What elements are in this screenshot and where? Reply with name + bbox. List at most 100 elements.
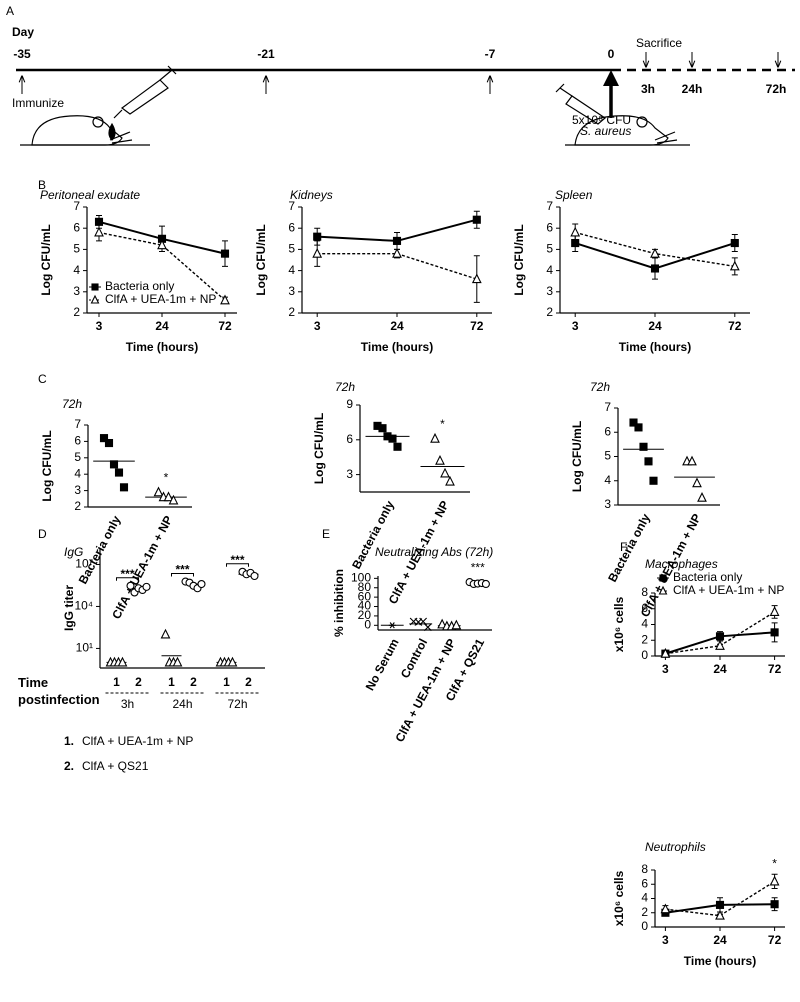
panel-label: E bbox=[322, 527, 330, 541]
marker bbox=[392, 247, 402, 258]
x-tick-label: 1 bbox=[113, 675, 120, 689]
y-tick-label: 8 bbox=[641, 585, 648, 599]
y-tick-label: 6 bbox=[641, 601, 648, 615]
marker bbox=[644, 457, 653, 466]
marker bbox=[472, 215, 481, 224]
day: -7 bbox=[485, 47, 496, 61]
y-tick-label: 6 bbox=[74, 434, 81, 448]
marker bbox=[313, 232, 322, 241]
marker bbox=[435, 454, 445, 465]
chart-title: Macrophages bbox=[645, 557, 718, 571]
x-axis-title: Time (hours) bbox=[619, 340, 691, 354]
marker bbox=[430, 432, 440, 443]
y-tick-label: 4 bbox=[641, 891, 648, 905]
marker bbox=[197, 579, 206, 589]
significance: * bbox=[440, 417, 445, 431]
y-tick-label: 60 bbox=[358, 589, 372, 603]
x-tick-label: 2 bbox=[190, 675, 197, 689]
y-tick-label: 6 bbox=[546, 220, 553, 234]
timeline: Day -35 -21 -7 0 Immunize Sacrifice 3h 2… bbox=[12, 25, 795, 146]
y-tick-label: 20 bbox=[358, 608, 372, 622]
x-axis-title: Time postinfection bbox=[18, 675, 100, 707]
y-axis-title: Log CFU/mL bbox=[40, 430, 54, 501]
y-tick-label: 6 bbox=[604, 424, 611, 438]
marker bbox=[692, 477, 702, 488]
marker bbox=[117, 656, 128, 667]
x-tick-label: ClfA + UEA-1m + NP bbox=[109, 513, 175, 621]
y-tick-label: 4 bbox=[546, 263, 553, 277]
marker bbox=[142, 582, 151, 591]
footnote-text: ClfA + UEA-1m + NP bbox=[82, 734, 193, 748]
y-tick-label: 6 bbox=[73, 220, 80, 234]
y-axis-title: x10⁶ cells bbox=[612, 596, 626, 652]
y-axis-title: Log CFU/mL bbox=[570, 421, 584, 492]
panel-label: F bbox=[620, 540, 627, 554]
marker bbox=[658, 585, 668, 595]
marker bbox=[687, 455, 697, 466]
y-tick-label: 0 bbox=[641, 919, 648, 933]
y-tick-label: 3 bbox=[346, 467, 353, 481]
y-tick-label: 2 bbox=[546, 305, 553, 319]
marker bbox=[423, 623, 432, 632]
series-line bbox=[98, 231, 226, 301]
marker bbox=[250, 571, 259, 581]
sacrifice-time: 3h bbox=[641, 82, 655, 96]
y-tick-label: 7 bbox=[74, 417, 81, 431]
marker bbox=[639, 442, 648, 451]
chart-title: Neutrophils bbox=[645, 840, 706, 854]
y-tick-label: 4 bbox=[74, 466, 81, 480]
marker bbox=[388, 622, 396, 629]
y-tick-label: 5 bbox=[288, 242, 295, 256]
significance: *** bbox=[230, 553, 244, 567]
panel-label: D bbox=[38, 527, 47, 541]
marker bbox=[91, 283, 99, 291]
x-tick-label: 24 bbox=[713, 662, 727, 676]
y-tick-label: 3 bbox=[73, 284, 80, 298]
marker bbox=[163, 491, 174, 502]
marker bbox=[220, 249, 230, 258]
marker bbox=[715, 640, 725, 650]
marker bbox=[570, 226, 581, 237]
marker bbox=[715, 900, 725, 909]
marker bbox=[650, 264, 660, 273]
panel-label: B bbox=[38, 178, 46, 192]
marker bbox=[629, 418, 638, 427]
marker bbox=[312, 247, 323, 258]
y-tick-label: 40 bbox=[358, 599, 372, 613]
y-tick-label: 2 bbox=[641, 905, 648, 919]
series-line bbox=[665, 880, 775, 917]
panel-label: A bbox=[6, 4, 14, 18]
y-tick-label: 5 bbox=[73, 242, 80, 256]
x-tick-label: 72 bbox=[470, 319, 484, 333]
y-axis-title: x10⁶ cells bbox=[612, 870, 626, 926]
legend-label: ClfA + UEA-1m + NP bbox=[673, 583, 784, 597]
marker bbox=[660, 903, 671, 914]
x-tick-label: 3 bbox=[662, 933, 669, 947]
y-tick-label: 4 bbox=[641, 617, 648, 631]
x-tick-label: 72 bbox=[768, 933, 782, 947]
marker bbox=[481, 579, 490, 589]
x-tick-label: 2 bbox=[245, 675, 252, 689]
chart-title: Spleen bbox=[555, 188, 593, 202]
mouse-illustration bbox=[20, 65, 177, 146]
chart-title: 72h bbox=[590, 380, 610, 394]
x-tick-label: 1 bbox=[168, 675, 175, 689]
significance: *** bbox=[175, 563, 189, 577]
marker bbox=[160, 628, 171, 639]
y-tick-label: 10⁷ bbox=[75, 557, 93, 571]
y-tick-label: 4 bbox=[73, 263, 80, 277]
day-label: Day bbox=[12, 25, 34, 39]
marker bbox=[90, 294, 100, 304]
marker bbox=[393, 442, 402, 451]
marker bbox=[769, 606, 780, 616]
marker bbox=[440, 467, 450, 478]
y-tick-label: 2 bbox=[74, 499, 81, 513]
y-axis-title: Log CFU/mL bbox=[39, 224, 53, 295]
legend-label: Bacteria only bbox=[105, 279, 174, 293]
y-tick-label: 5 bbox=[604, 449, 611, 463]
significance: *** bbox=[471, 560, 485, 574]
x-tick-label: No Serum bbox=[363, 636, 402, 693]
significance-bracket bbox=[171, 573, 194, 577]
marker bbox=[419, 617, 428, 626]
